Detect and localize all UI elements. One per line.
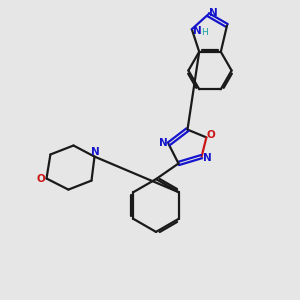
Text: O: O	[207, 130, 216, 140]
Text: N: N	[91, 147, 100, 157]
Text: O: O	[37, 173, 46, 184]
Text: H: H	[201, 28, 208, 37]
Text: N: N	[209, 8, 218, 18]
Text: N: N	[193, 26, 202, 36]
Text: N: N	[159, 137, 168, 148]
Text: N: N	[202, 153, 211, 163]
